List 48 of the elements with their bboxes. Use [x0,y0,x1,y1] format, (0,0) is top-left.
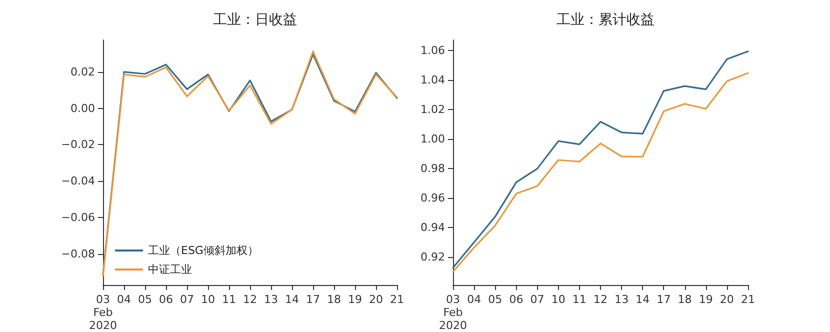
x-tick-label: 03 Feb 2020 [89,293,117,332]
x-tick-label: 10 [551,293,566,306]
x-tick-label: 12 [243,293,257,306]
chart-title: 工业：累计收益 [556,12,654,28]
y-tick-label: 0.96 [420,191,445,204]
x-tick-label: 17 [656,293,671,306]
y-tick-label: 0.00 [70,102,95,115]
x-tick-label: 17 [306,293,320,306]
x-tick-label: 19 [348,293,362,306]
x-tick-label: 05 [138,293,152,306]
y-tick-label: 1.02 [420,102,445,116]
y-tick-label: 1.00 [420,132,445,146]
y-tick-label: 0.02 [70,65,95,78]
x-tick-label: 14 [285,293,299,306]
x-tick-label: 04 [467,293,482,306]
y-tick-label: −0.04 [61,174,95,188]
x-tick-label: 13 [264,293,278,306]
x-tick-label: 12 [594,293,608,306]
x-tick-label: 20 [720,293,734,306]
x-tick-label: 11 [572,293,586,306]
x-tick-label: 07 [180,293,194,306]
y-tick-label: 1.04 [420,73,445,86]
x-tick-label: 03 Feb 2020 [439,293,467,332]
y-tick-label: 1.06 [420,44,445,57]
x-tick-label: 04 [117,293,131,306]
x-tick-label: 14 [636,293,650,306]
chart-title: 工业：日收益 [213,12,297,28]
legend-label: 工业（ESG倾斜加权） [148,244,258,257]
x-tick-label: 07 [530,293,544,306]
legend-label: 中证工业 [148,263,192,276]
x-tick-label: 18 [327,293,341,306]
y-tick-label: 0.98 [420,162,445,175]
x-tick-label: 05 [488,293,502,306]
x-tick-label: 19 [698,293,713,306]
x-tick-label: 13 [614,293,629,306]
y-tick-label: −0.06 [61,211,95,224]
x-tick-label: 21 [390,293,404,306]
x-tick-label: 06 [509,293,524,306]
x-tick-label: 11 [222,293,236,306]
x-tick-label: 06 [159,293,173,306]
x-tick-label: 20 [369,293,383,306]
y-tick-label: 0.92 [420,250,445,264]
y-tick-label: −0.08 [61,248,95,261]
y-tick-label: −0.02 [61,138,95,152]
y-tick-label: 0.94 [420,220,445,234]
x-tick-label: 10 [201,293,215,306]
x-tick-label: 21 [741,293,755,306]
x-tick-label: 18 [678,293,692,306]
